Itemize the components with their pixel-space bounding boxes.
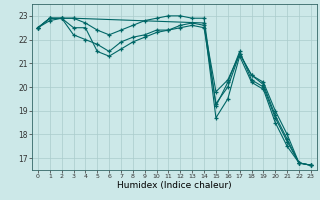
X-axis label: Humidex (Indice chaleur): Humidex (Indice chaleur) (117, 181, 232, 190)
